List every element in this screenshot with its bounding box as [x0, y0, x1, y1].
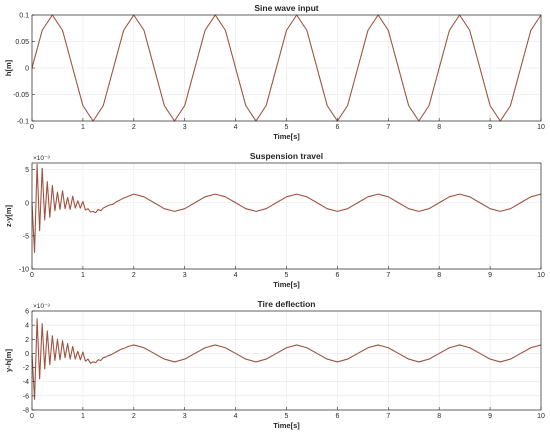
- x-tick-label: 2: [132, 272, 136, 279]
- y-tick-label: 4: [25, 323, 29, 330]
- y-axis-label: h[m]: [4, 59, 13, 76]
- x-tick-label: 4: [234, 124, 238, 131]
- x-tick-label: 1: [81, 272, 85, 279]
- x-tick-label: 9: [488, 272, 492, 279]
- y-tick-label: -0.1: [17, 119, 29, 126]
- y-tick-label: -2: [23, 365, 29, 372]
- x-tick-label: 10: [537, 413, 545, 420]
- x-tick-label: 6: [335, 124, 339, 131]
- x-tick-label: 1: [81, 124, 85, 131]
- y-tick-label: -6: [23, 393, 29, 400]
- y-tick-label: 0: [25, 351, 29, 358]
- x-tick-label: 4: [234, 272, 238, 279]
- y-axis-label: y-h[m]: [4, 349, 13, 372]
- chart-title: Sine wave input: [254, 3, 318, 13]
- x-tick-label: 10: [537, 272, 545, 279]
- x-tick-label: 8: [437, 124, 441, 131]
- x-tick-label: 5: [285, 413, 289, 420]
- x-tick-label: 0: [30, 413, 34, 420]
- y-tick-label: -4: [23, 379, 29, 386]
- x-tick-label: 7: [386, 272, 390, 279]
- y-tick-label: 2: [25, 337, 29, 344]
- y-tick-label: 0.1: [19, 13, 29, 20]
- series-line: [31, 14, 542, 122]
- x-tick-label: 9: [488, 413, 492, 420]
- x-tick-label: 4: [234, 413, 238, 420]
- x-axis-label: Time[s]: [273, 421, 300, 430]
- x-tick-label: 9: [488, 124, 492, 131]
- y-tick-label: -10: [19, 267, 29, 274]
- x-tick-label: 6: [335, 272, 339, 279]
- x-tick-label: 2: [132, 413, 136, 420]
- y-tick-label: 5: [25, 167, 29, 174]
- chart-title: Suspension travel: [250, 151, 323, 161]
- x-tick-label: 3: [183, 413, 187, 420]
- y-tick-label: 0: [25, 66, 29, 73]
- y-exponent-label: ×10⁻³: [33, 303, 50, 310]
- y-axis-label: z-y[m]: [4, 204, 13, 227]
- x-axis-label: Time[s]: [273, 132, 300, 141]
- chart-title: Tire deflection: [258, 299, 316, 309]
- x-tick-label: 0: [30, 124, 34, 131]
- x-tick-label: 3: [183, 272, 187, 279]
- x-tick-label: 8: [437, 272, 441, 279]
- x-tick-label: 7: [386, 124, 390, 131]
- x-tick-label: 0: [30, 272, 34, 279]
- x-tick-label: 5: [285, 124, 289, 131]
- y-exponent-label: ×10⁻³: [33, 155, 50, 162]
- x-tick-label: 10: [537, 124, 545, 131]
- y-tick-label: -0.05: [13, 92, 29, 99]
- x-tick-label: 3: [183, 124, 187, 131]
- x-tick-label: 1: [81, 413, 85, 420]
- y-tick-label: -5: [23, 233, 29, 240]
- y-tick-label: 0.05: [15, 39, 29, 46]
- y-tick-label: 0: [25, 200, 29, 207]
- x-axis-label: Time[s]: [273, 280, 300, 289]
- x-tick-label: 7: [386, 413, 390, 420]
- y-tick-label: -8: [23, 408, 29, 415]
- series-line: [31, 163, 542, 253]
- y-tick-label: 6: [25, 309, 29, 316]
- series-line: [31, 318, 542, 400]
- x-tick-label: 6: [335, 413, 339, 420]
- x-tick-label: 8: [437, 413, 441, 420]
- x-tick-label: 2: [132, 124, 136, 131]
- x-tick-label: 5: [285, 272, 289, 279]
